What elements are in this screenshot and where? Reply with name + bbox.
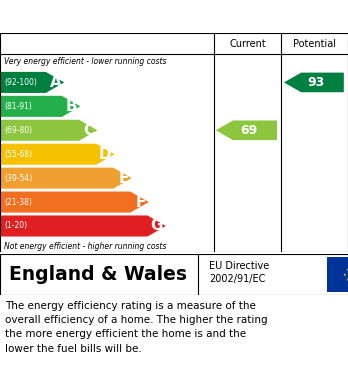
Text: EU Directive
2002/91/EC: EU Directive 2002/91/EC (209, 261, 269, 284)
Text: ★: ★ (346, 267, 348, 271)
Text: Not energy efficient - higher running costs: Not energy efficient - higher running co… (4, 242, 167, 251)
Polygon shape (284, 73, 344, 92)
Text: ★: ★ (346, 278, 348, 282)
Text: (81-91): (81-91) (4, 102, 32, 111)
Text: (39-54): (39-54) (4, 174, 32, 183)
Text: (92-100): (92-100) (4, 78, 37, 87)
Text: (55-68): (55-68) (4, 150, 32, 159)
Polygon shape (216, 120, 277, 140)
Polygon shape (0, 143, 114, 165)
Polygon shape (0, 72, 64, 93)
Text: G: G (151, 219, 163, 233)
Text: Current: Current (229, 39, 266, 48)
Text: (69-80): (69-80) (4, 126, 32, 135)
Polygon shape (0, 96, 80, 117)
Text: A: A (50, 75, 61, 90)
Text: The energy efficiency rating is a measure of the
overall efficiency of a home. T: The energy efficiency rating is a measur… (5, 301, 268, 354)
Text: F: F (136, 195, 146, 210)
Polygon shape (0, 215, 166, 237)
Text: B: B (66, 99, 78, 114)
Text: England & Wales: England & Wales (9, 265, 187, 284)
Text: Potential: Potential (293, 39, 336, 48)
Text: E: E (118, 170, 129, 186)
Text: (1-20): (1-20) (4, 221, 27, 231)
Text: ★: ★ (343, 273, 346, 277)
Text: 93: 93 (308, 76, 325, 89)
Polygon shape (0, 168, 132, 189)
Polygon shape (0, 120, 97, 141)
Bar (327, 257, 348, 292)
Text: D: D (99, 147, 112, 162)
Text: Very energy efficient - lower running costs: Very energy efficient - lower running co… (4, 57, 167, 66)
Text: C: C (84, 123, 95, 138)
Text: (21-38): (21-38) (4, 197, 32, 206)
Polygon shape (0, 192, 149, 213)
Text: 69: 69 (240, 124, 258, 137)
Text: Energy Efficiency Rating: Energy Efficiency Rating (9, 8, 230, 23)
